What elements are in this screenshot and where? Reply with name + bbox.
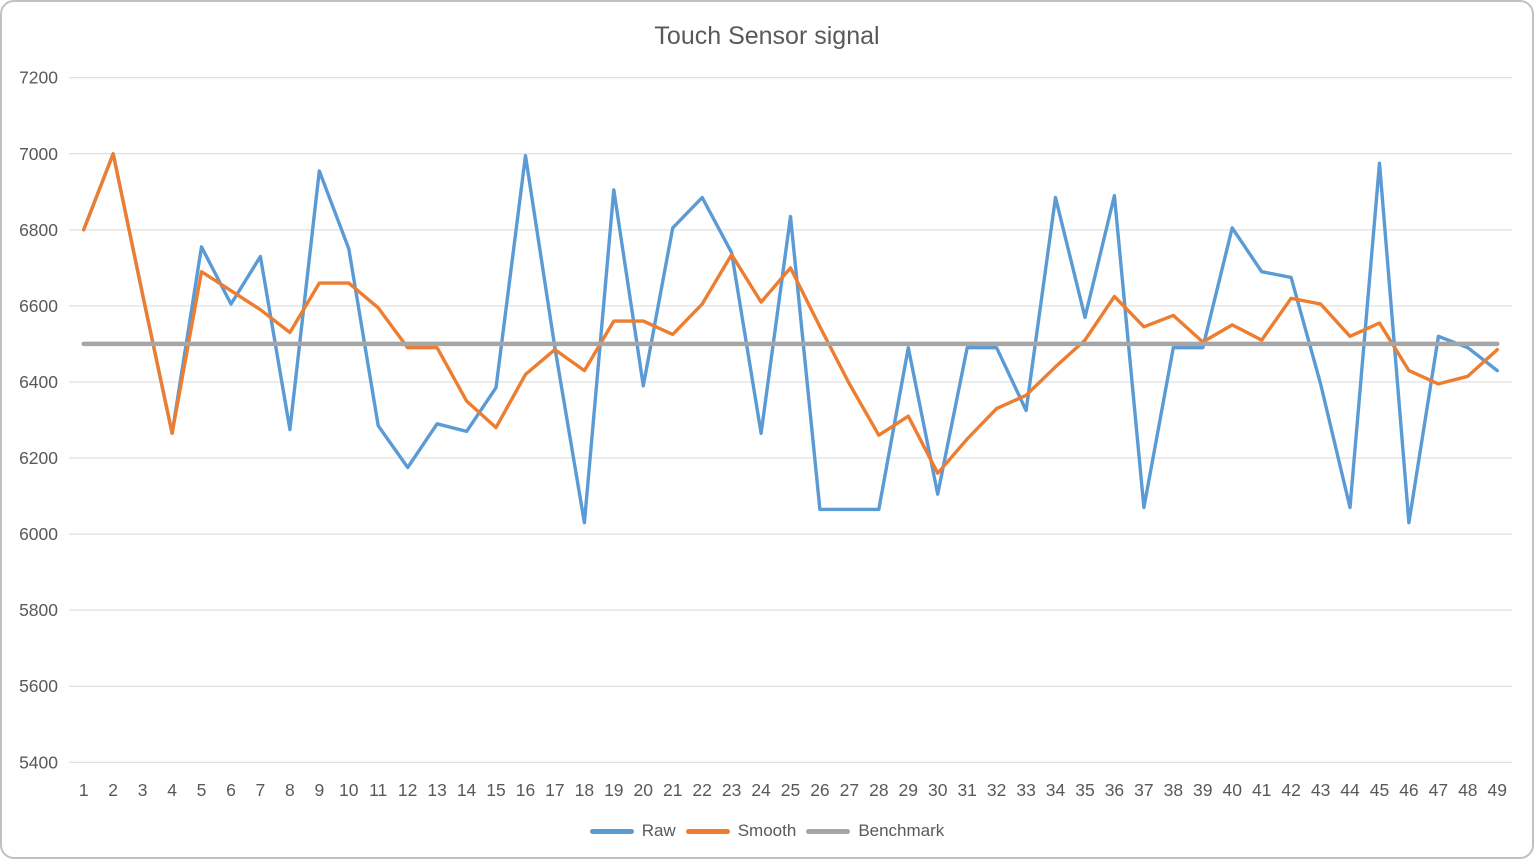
x-tick-label: 45 — [1370, 780, 1389, 800]
x-tick-label: 35 — [1075, 780, 1094, 800]
x-tick-label: 24 — [751, 780, 771, 800]
legend-label: Benchmark — [858, 821, 945, 840]
x-tick-label: 39 — [1193, 780, 1212, 800]
legend-item-raw[interactable]: Raw — [589, 821, 676, 841]
x-tick-label: 34 — [1046, 780, 1066, 800]
x-tick-label: 11 — [369, 780, 387, 800]
y-tick-label: 7200 — [19, 68, 58, 88]
x-tick-label: 23 — [722, 780, 741, 800]
x-tick-label: 7 — [256, 780, 266, 800]
x-tick-label: 32 — [987, 780, 1006, 800]
x-tick-label: 30 — [928, 780, 948, 800]
x-tick-label: 48 — [1458, 780, 1477, 800]
y-tick-label: 5800 — [19, 600, 58, 620]
x-tick-label: 2 — [108, 780, 118, 800]
y-tick-label: 5600 — [19, 676, 58, 696]
x-tick-label: 25 — [781, 780, 800, 800]
x-tick-label: 12 — [398, 780, 417, 800]
x-tick-label: 1 — [79, 780, 89, 800]
y-tick-label: 6800 — [19, 220, 58, 240]
x-tick-label: 46 — [1399, 780, 1418, 800]
x-tick-label: 17 — [545, 780, 564, 800]
chart-legend: Raw Smooth Benchmark — [2, 821, 1532, 841]
x-tick-label: 20 — [634, 780, 654, 800]
x-tick-label: 21 — [663, 780, 682, 800]
x-tick-label: 44 — [1340, 780, 1360, 800]
x-tick-label: 6 — [226, 780, 236, 800]
legend-item-benchmark[interactable]: Benchmark — [806, 821, 944, 841]
x-tick-label: 8 — [285, 780, 295, 800]
chart-title: Touch Sensor signal — [654, 22, 880, 50]
smooth-series-line[interactable] — [81, 152, 1500, 475]
x-tick-label: 19 — [604, 780, 623, 800]
y-tick-label: 6000 — [19, 524, 58, 544]
legend-label: Smooth — [737, 821, 797, 840]
legend-swatch-raw-icon — [589, 828, 634, 834]
legend-swatch-smooth-icon — [685, 828, 730, 834]
x-tick-label: 14 — [457, 780, 477, 800]
x-tick-label: 3 — [138, 780, 148, 800]
legend-swatch-benchmark-icon — [806, 828, 851, 834]
x-tick-label: 49 — [1488, 780, 1507, 800]
x-tick-label: 4 — [167, 780, 177, 800]
x-tick-label: 27 — [840, 780, 859, 800]
x-tick-label: 41 — [1252, 780, 1271, 800]
x-tick-label: 5 — [197, 780, 207, 800]
x-tick-label: 47 — [1429, 780, 1448, 800]
x-tick-label: 33 — [1016, 780, 1035, 800]
legend-label: Raw — [641, 821, 676, 840]
y-tick-label: 6600 — [19, 296, 58, 316]
x-tick-label: 37 — [1134, 780, 1153, 800]
x-tick-label: 15 — [486, 780, 505, 800]
x-tick-label: 16 — [516, 780, 535, 800]
x-tick-label: 22 — [692, 780, 711, 800]
x-tick-label: 9 — [314, 780, 324, 800]
x-tick-label: 13 — [427, 780, 446, 800]
y-tick-label: 7000 — [19, 144, 58, 164]
x-tick-label: 40 — [1223, 780, 1243, 800]
y-tick-label: 5400 — [19, 752, 58, 772]
y-tick-label: 6200 — [19, 448, 58, 468]
x-tick-label: 10 — [339, 780, 359, 800]
x-tick-label: 26 — [810, 780, 829, 800]
x-tick-label: 42 — [1281, 780, 1300, 800]
y-tick-label: 6400 — [19, 372, 58, 392]
x-tick-label: 43 — [1311, 780, 1330, 800]
x-tick-label: 18 — [575, 780, 594, 800]
x-tick-label: 36 — [1105, 780, 1124, 800]
x-tick-label: 29 — [899, 780, 918, 800]
x-tick-label: 31 — [957, 780, 976, 800]
x-tick-label: 38 — [1164, 780, 1183, 800]
raw-series-line[interactable] — [81, 152, 1500, 525]
x-tick-label: 28 — [869, 780, 888, 800]
legend-item-smooth[interactable]: Smooth — [685, 821, 797, 841]
